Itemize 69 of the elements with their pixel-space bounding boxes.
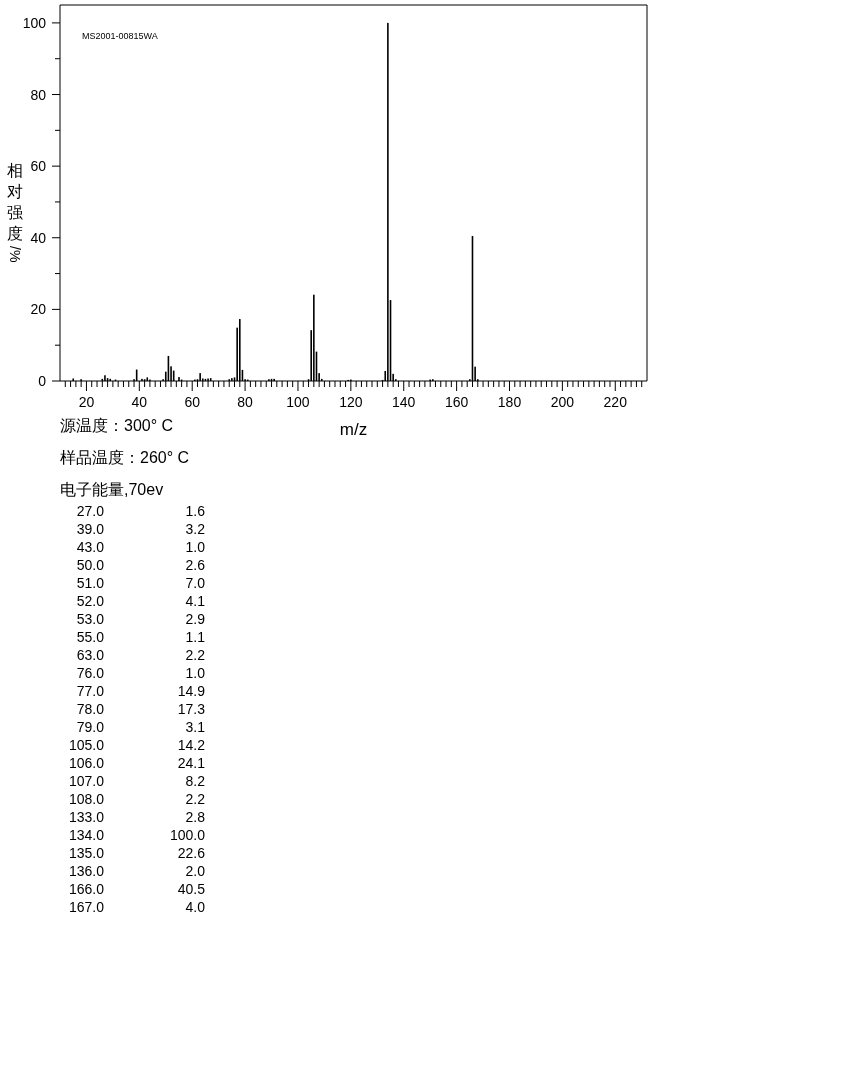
text: 134.0 bbox=[68, 827, 105, 843]
x-tick-label: 220 bbox=[603, 394, 628, 410]
text: 167.0 bbox=[68, 899, 105, 915]
text: 1.6 bbox=[185, 503, 206, 519]
text: 1.1 bbox=[185, 629, 206, 645]
text: 52.0 bbox=[76, 593, 105, 609]
x-axis-title: m/z bbox=[339, 420, 368, 439]
y-tick-label: 40 bbox=[30, 229, 47, 246]
text: 133.0 bbox=[68, 809, 105, 825]
text: 55.0 bbox=[76, 629, 105, 645]
text: 22.6 bbox=[177, 845, 206, 861]
x-tick-label: 200 bbox=[550, 394, 575, 410]
text: 14.9 bbox=[177, 683, 206, 699]
text: 1.0 bbox=[185, 665, 206, 681]
text: 107.0 bbox=[68, 773, 105, 789]
text: 51.0 bbox=[76, 575, 105, 591]
text: 50.0 bbox=[76, 557, 105, 573]
text: 2.2 bbox=[185, 647, 206, 663]
text: 14.2 bbox=[177, 737, 206, 753]
text: 1.0 bbox=[185, 539, 206, 555]
y-tick-label: 60 bbox=[30, 158, 47, 175]
text: 电子能量,70ev bbox=[60, 481, 164, 498]
text: 76.0 bbox=[76, 665, 105, 681]
x-tick-label: 60 bbox=[184, 394, 201, 410]
text: 40.5 bbox=[177, 881, 206, 897]
y-tick-label: 80 bbox=[30, 86, 47, 103]
text: 17.3 bbox=[177, 701, 206, 717]
text: 136.0 bbox=[68, 863, 105, 879]
y-tick-label: 100 bbox=[22, 14, 47, 31]
x-tick-label: 140 bbox=[392, 394, 416, 410]
text: 4.0 bbox=[185, 899, 206, 915]
text: 样品温度：260° C bbox=[60, 449, 190, 466]
text: 100.0 bbox=[169, 827, 206, 843]
text: 2.6 bbox=[185, 557, 206, 573]
text: 2.8 bbox=[185, 809, 206, 825]
text: 27.0 bbox=[76, 503, 105, 519]
text: 105.0 bbox=[68, 737, 105, 753]
text: 2.0 bbox=[185, 863, 206, 879]
text: 4.1 bbox=[185, 593, 206, 609]
x-tick-label: 160 bbox=[444, 394, 469, 410]
text: 3.2 bbox=[185, 521, 206, 537]
text: 78.0 bbox=[76, 701, 105, 717]
text: 63.0 bbox=[76, 647, 105, 663]
text: 源温度：300° C bbox=[60, 417, 174, 434]
text: 39.0 bbox=[76, 521, 105, 537]
text: 8.2 bbox=[185, 773, 206, 789]
x-tick-label: 180 bbox=[497, 394, 522, 410]
text: 79.0 bbox=[76, 719, 105, 735]
text: 7.0 bbox=[185, 575, 206, 591]
text: 108.0 bbox=[68, 791, 105, 807]
annotation: MS2001-00815WA bbox=[82, 31, 158, 41]
x-tick-label: 20 bbox=[78, 394, 95, 410]
x-tick-label: 100 bbox=[286, 394, 310, 410]
text: 135.0 bbox=[68, 845, 105, 861]
text: 24.1 bbox=[177, 755, 206, 771]
text: 3.1 bbox=[185, 719, 206, 735]
text: 2.2 bbox=[185, 791, 206, 807]
x-tick-label: 40 bbox=[131, 394, 148, 410]
x-tick-label: 80 bbox=[237, 394, 254, 410]
text: 166.0 bbox=[68, 881, 105, 897]
text: 43.0 bbox=[76, 539, 105, 555]
text: 77.0 bbox=[76, 683, 105, 699]
text: 53.0 bbox=[76, 611, 105, 627]
y-axis-title: 相对强度/% bbox=[7, 162, 23, 263]
text: 106.0 bbox=[68, 755, 105, 771]
text: 2.9 bbox=[185, 611, 206, 627]
y-tick-label: 20 bbox=[30, 301, 47, 318]
y-tick-label: 0 bbox=[38, 373, 47, 389]
x-tick-label: 120 bbox=[339, 394, 363, 410]
